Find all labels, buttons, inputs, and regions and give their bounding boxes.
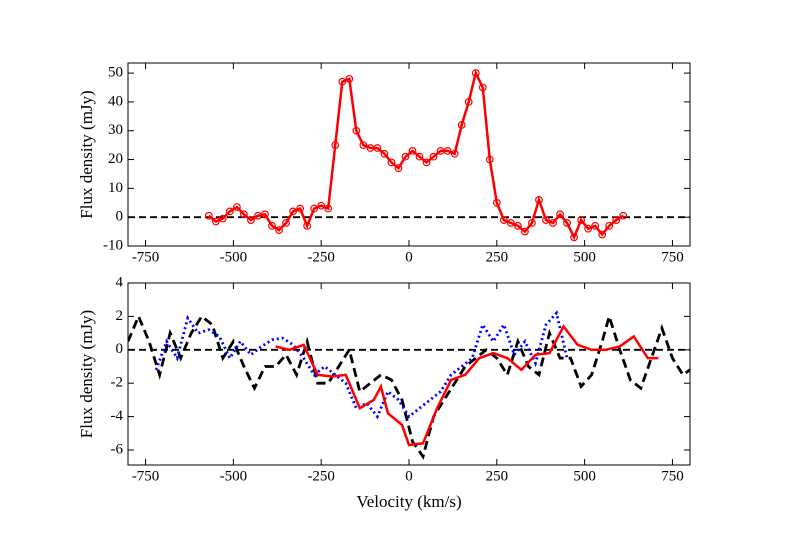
data-point xyxy=(521,227,529,236)
x-tick-label: -500 xyxy=(220,468,248,484)
data-point xyxy=(247,216,255,224)
data-point xyxy=(232,203,241,211)
data-point xyxy=(485,155,494,164)
data-point xyxy=(275,226,283,235)
data-point xyxy=(240,210,248,219)
series-line xyxy=(207,69,624,241)
x-tick-label: 250 xyxy=(486,468,509,484)
data-point xyxy=(535,195,543,204)
data-point xyxy=(556,210,564,219)
y-tick-label: 50 xyxy=(108,65,123,81)
series-line xyxy=(275,324,659,447)
x-tick-label: 250 xyxy=(486,249,509,265)
data-point xyxy=(429,152,438,161)
data-point xyxy=(612,216,621,224)
data-point xyxy=(513,221,522,230)
y-tick-label: 4 xyxy=(116,274,124,290)
x-tick-label: -250 xyxy=(307,249,335,265)
data-point xyxy=(563,219,571,227)
x-tick-label: 750 xyxy=(661,468,684,484)
x-tick-label: 750 xyxy=(661,249,684,265)
y-tick-label: 40 xyxy=(108,93,123,109)
data-point xyxy=(422,158,431,167)
data-point xyxy=(591,221,600,230)
y-tick-label: -6 xyxy=(111,441,124,457)
y-tick-label: 10 xyxy=(108,180,123,196)
y-tick-label: 2 xyxy=(116,308,124,324)
data-point xyxy=(261,210,269,219)
y-axis-label: Flux density (mJy) xyxy=(77,90,96,218)
x-tick-label: -750 xyxy=(132,249,160,265)
data-point xyxy=(619,211,628,220)
data-point xyxy=(528,219,536,227)
data-point xyxy=(303,221,312,230)
plot-area xyxy=(128,310,690,460)
data-point xyxy=(499,216,508,224)
data-point xyxy=(352,126,361,135)
plot-area xyxy=(128,69,690,242)
data-point xyxy=(331,141,340,150)
data-point xyxy=(387,158,396,167)
x-tick-label: 0 xyxy=(405,249,413,265)
data-point xyxy=(324,204,333,213)
data-point xyxy=(542,216,550,224)
y-tick-label: -2 xyxy=(111,375,124,391)
data-point xyxy=(218,214,227,223)
data-point xyxy=(415,152,424,161)
data-point xyxy=(408,146,417,155)
data-point xyxy=(570,233,578,242)
data-point xyxy=(457,121,466,129)
data-point xyxy=(471,69,480,77)
y-tick-label: -4 xyxy=(111,408,124,424)
data-point xyxy=(394,164,403,173)
data-point xyxy=(478,83,487,92)
x-tick-label: -500 xyxy=(220,249,248,265)
y-tick-label: 30 xyxy=(108,122,123,138)
x-tick-label: -750 xyxy=(132,468,160,484)
data-point xyxy=(310,204,319,213)
data-point xyxy=(443,146,452,155)
data-point xyxy=(380,149,389,158)
data-point xyxy=(584,224,593,233)
x-tick-label: 500 xyxy=(573,468,596,484)
series-line xyxy=(154,310,569,420)
data-point xyxy=(317,201,326,210)
data-point xyxy=(401,152,410,161)
y-tick-label: 0 xyxy=(116,209,124,225)
data-point xyxy=(373,144,382,152)
data-point xyxy=(359,141,368,150)
data-point xyxy=(225,207,234,216)
data-point xyxy=(282,219,290,227)
data-point xyxy=(204,211,213,220)
data-point xyxy=(506,219,515,227)
y-tick-label: 0 xyxy=(116,341,124,357)
data-point xyxy=(577,216,586,224)
data-point xyxy=(289,207,297,216)
x-tick-label: -250 xyxy=(307,468,335,484)
data-point xyxy=(296,204,305,213)
data-point xyxy=(450,149,459,158)
data-point xyxy=(211,217,220,226)
y-tick-label: -10 xyxy=(103,237,123,253)
data-point xyxy=(345,74,354,83)
x-tick-label: 500 xyxy=(573,249,596,265)
data-point xyxy=(549,219,557,227)
data-point xyxy=(492,198,501,207)
x-axis-label: Velocity (km/s) xyxy=(356,492,461,511)
data-point xyxy=(254,211,262,220)
series-line xyxy=(128,311,690,460)
data-point xyxy=(268,221,276,230)
x-tick-label: 0 xyxy=(405,468,413,484)
data-point xyxy=(464,98,473,106)
data-point xyxy=(338,77,347,86)
data-point xyxy=(598,230,607,239)
data-point xyxy=(605,221,614,230)
y-tick-label: 20 xyxy=(108,151,123,167)
axes-frame xyxy=(127,282,691,466)
y-axis-label: Flux density (mJy) xyxy=(77,310,96,438)
